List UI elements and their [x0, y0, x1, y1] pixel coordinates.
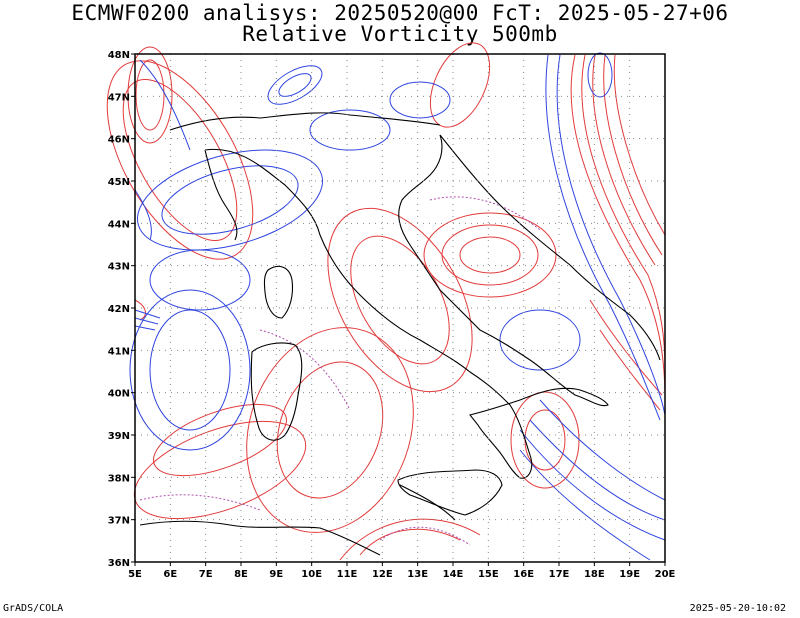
- lat-tick-label: 38N: [108, 473, 130, 484]
- lon-tick-label: 13E: [407, 569, 428, 580]
- positive-vorticity-contours: [106, 42, 666, 561]
- vorticity-contours: [106, 42, 666, 561]
- lat-tick-label: 48N: [108, 50, 130, 61]
- lon-tick-label: 5E: [128, 569, 142, 580]
- lon-tick-label: 11E: [337, 569, 358, 580]
- lat-tick-label: 39N: [108, 431, 130, 442]
- lat-tick-label: 42N: [108, 304, 130, 315]
- lon-tick-label: 17E: [549, 569, 570, 580]
- lon-tick-label: 15E: [478, 569, 499, 580]
- lon-tick-label: 19E: [619, 569, 640, 580]
- lat-tick-label: 45N: [108, 177, 130, 188]
- footer-credit: GrADS/COLA: [3, 603, 64, 614]
- chart-title-line1: ECMWF0200 analisys: 20250520@00 FcT: 202…: [71, 1, 729, 25]
- lat-tick-label: 36N: [108, 558, 130, 569]
- chart-title-line2: Relative Vorticity 500mb: [242, 22, 558, 46]
- lat-tick-label: 47N: [108, 92, 130, 103]
- latitude-labels: 36N 37N 38N 39N 40N 41N 42N 43N 44N 45N 46N 47N 48N: [108, 50, 130, 569]
- lat-tick-label: 46N: [108, 135, 130, 146]
- coastlines: [139, 112, 661, 556]
- lon-tick-label: 9E: [269, 569, 283, 580]
- lat-tick-label: 41N: [108, 346, 130, 357]
- footer-timestamp: 2025-05-20-10:02: [689, 603, 786, 614]
- lat-lon-grid: [135, 54, 665, 562]
- lat-tick-label: 40N: [108, 389, 130, 400]
- lon-tick-label: 20E: [655, 569, 676, 580]
- lon-tick-label: 7E: [199, 569, 213, 580]
- lon-tick-label: 8E: [234, 569, 248, 580]
- lon-tick-label: 12E: [372, 569, 393, 580]
- zero-vorticity-contours: [139, 196, 541, 546]
- lon-tick-label: 14E: [443, 569, 464, 580]
- lon-tick-label: 6E: [163, 569, 177, 580]
- lat-tick-label: 37N: [108, 516, 130, 527]
- lon-tick-label: 10E: [301, 569, 322, 580]
- lat-tick-label: 44N: [108, 219, 130, 230]
- lon-tick-label: 18E: [584, 569, 605, 580]
- negative-vorticity-contours: [129, 52, 666, 561]
- axis-ticks: [131, 53, 666, 566]
- lat-tick-label: 43N: [108, 262, 130, 273]
- lon-tick-label: 16E: [513, 569, 534, 580]
- longitude-labels: 5E 6E 7E 8E 9E 10E 11E 12E 13E 14E 15E 16E 17E 18E 19E…: [128, 569, 675, 580]
